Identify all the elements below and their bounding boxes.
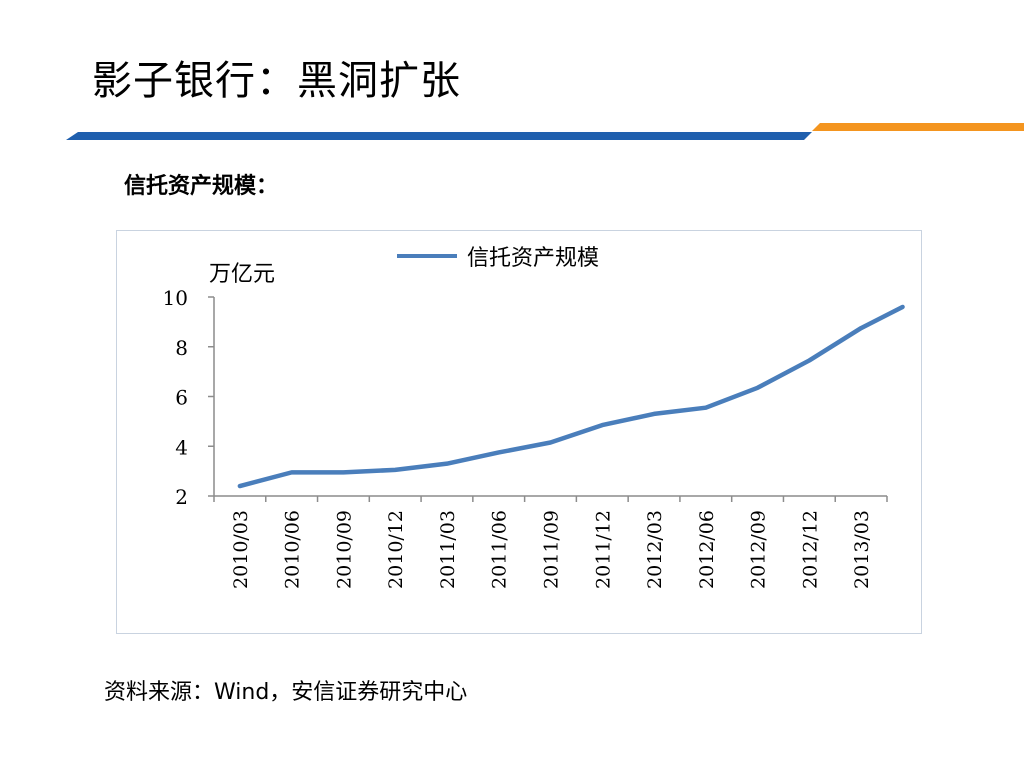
x-tick-label: 2010/06 [282, 510, 304, 589]
x-tick-label: 2011/12 [592, 510, 614, 589]
x-tick-label: 2010/12 [385, 510, 407, 589]
y-tick-label: 8 [175, 336, 188, 360]
chart-subtitle: 信托资产规模： [124, 174, 279, 199]
x-tick-label: 2012/03 [644, 510, 666, 589]
series-line [237, 304, 905, 489]
y-tick-label: 4 [175, 435, 188, 459]
x-tick-label: 2011/09 [541, 510, 563, 589]
line-chart: 2 4 6 8 10 2010/03 2010/06 2010/09 2010/12 2011/0… [163, 246, 905, 589]
accent-bar [66, 123, 1024, 140]
x-tick-label: 2012/09 [748, 510, 770, 589]
x-tick-label: 2010/03 [230, 510, 252, 589]
slide-title: 影子银行：黑洞扩张 [92, 58, 461, 104]
blue-accent-stripe [66, 132, 812, 140]
y-tick-label: 2 [175, 485, 188, 509]
y-tick-label: 10 [163, 286, 188, 310]
x-tick-label: 2010/09 [333, 510, 355, 589]
x-tick-label: 2012/12 [799, 510, 821, 589]
legend-label: 信托资产规模 [467, 246, 599, 271]
y-axis-unit-label: 万亿元 [209, 262, 275, 287]
source-note: 资料来源：Wind，安信证券研究中心 [104, 680, 468, 705]
y-tick-label: 6 [175, 386, 188, 410]
x-tick-label: 2011/03 [437, 510, 459, 589]
chart-frame: 2 4 6 8 10 2010/03 2010/06 2010/09 2010/12 2011/0… [116, 230, 922, 634]
x-tick-label: 2011/06 [489, 510, 511, 589]
x-tick-label: 2013/03 [851, 510, 873, 589]
x-tick-label: 2012/06 [696, 510, 718, 589]
orange-accent-stripe [812, 123, 1024, 131]
